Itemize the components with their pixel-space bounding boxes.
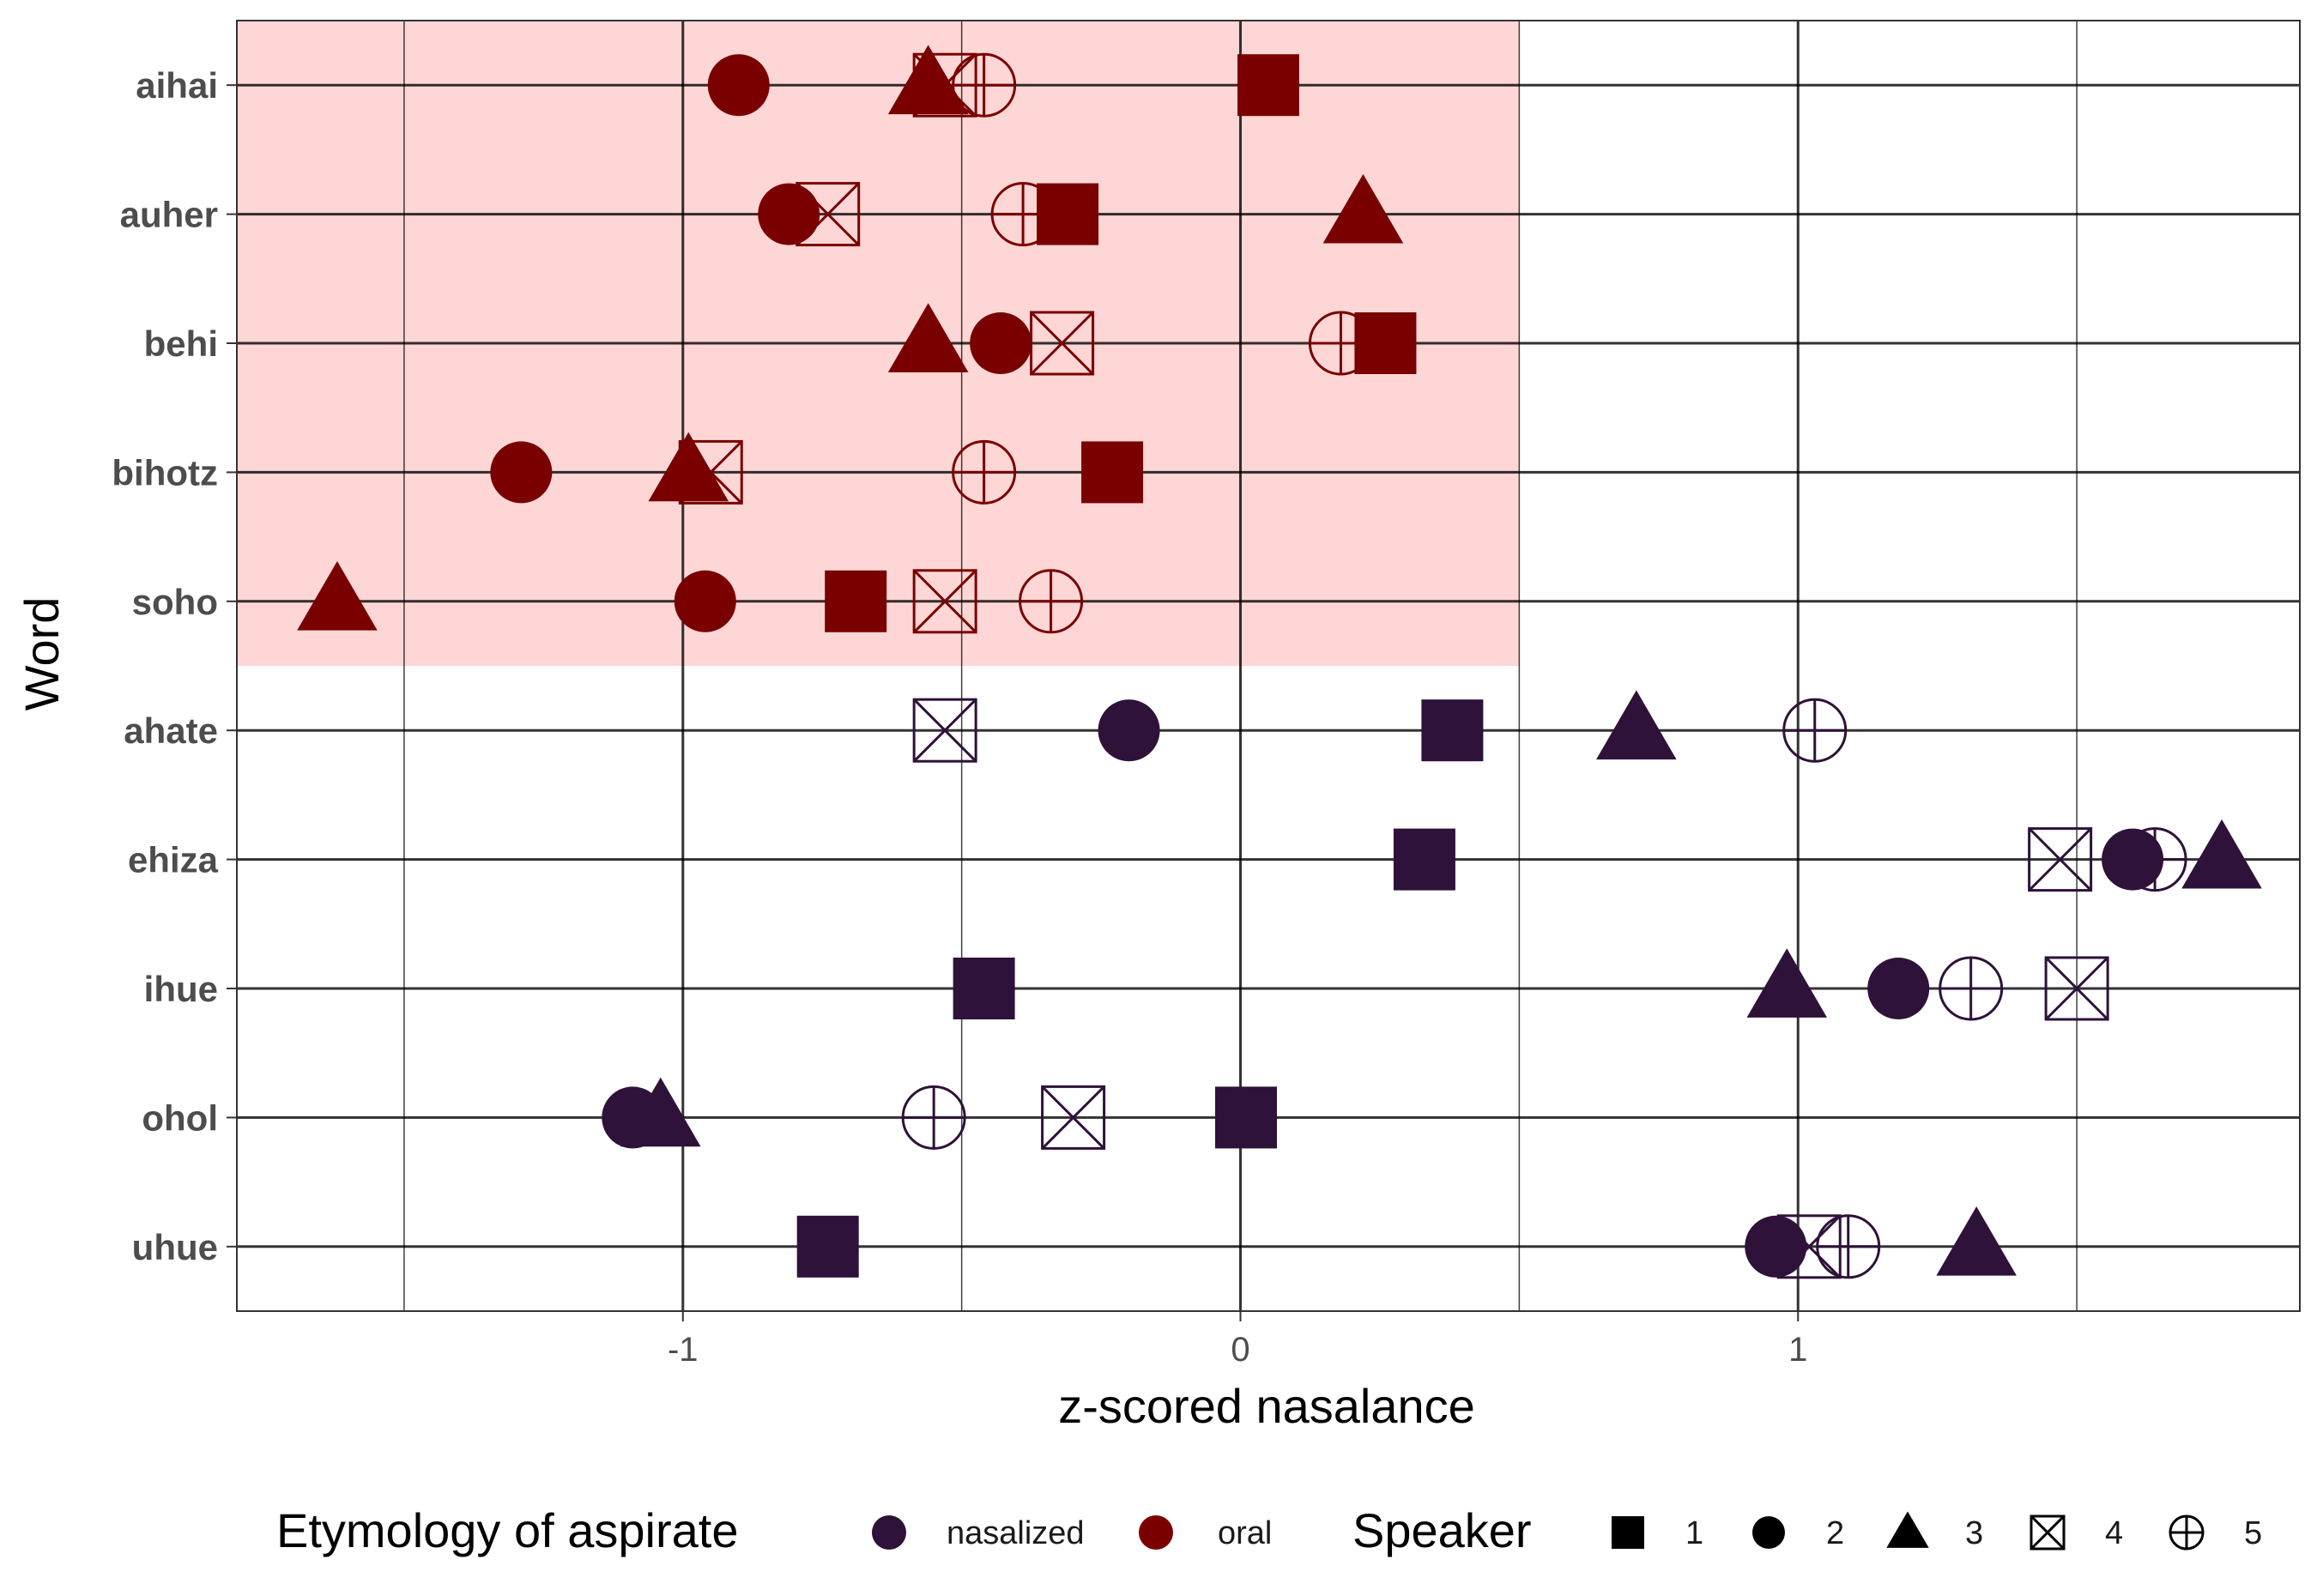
x-axis-title: z-scored nasalance: [1058, 1379, 1475, 1433]
color-legend-title: Etymology of aspirate: [276, 1503, 738, 1557]
series-ahate: [912, 690, 1848, 763]
x-tick-label: 0: [1231, 1331, 1249, 1369]
legend-label-speaker-5: 5: [2244, 1515, 2262, 1551]
point-auher-speaker-3: [1322, 173, 1404, 244]
series-ihue: [953, 948, 2109, 1021]
point-uhue-speaker-1: [796, 1215, 859, 1278]
x-tick-label: 1: [1788, 1331, 1807, 1369]
legend-label-speaker-1: 1: [1685, 1515, 1703, 1551]
legend-key-oral: [1139, 1515, 1173, 1550]
legend-shape-speaker-2: [1752, 1516, 1785, 1549]
axes-layer: aihai auher behi bihotz soho ahate ehiza ihue oh…: [112, 20, 2301, 1369]
series-aihai: [707, 45, 1299, 118]
y-tick-label-aihai: aihai: [136, 65, 218, 106]
point-soho-speaker-2: [674, 570, 736, 632]
legend-label-oral: oral: [1218, 1515, 1272, 1551]
series-auher: [758, 173, 1404, 247]
point-bihotz-speaker-2: [490, 441, 553, 504]
point-bihotz-speaker-5: [952, 439, 1017, 505]
legend-shape-speaker-4: [2030, 1514, 2066, 1551]
point-behi-speaker-1: [1354, 312, 1417, 374]
point-ihue-speaker-4: [2044, 956, 2109, 1021]
series-behi: [887, 303, 1417, 376]
point-soho-speaker-4: [912, 569, 977, 634]
point-ahate-speaker-2: [1098, 699, 1160, 762]
series-ohol: [602, 1077, 1278, 1150]
legend: Etymology of aspirate Speaker nasalized o…: [276, 1503, 2262, 1557]
point-ihue-speaker-3: [1746, 948, 1828, 1018]
legend-shape-speaker-3: [1886, 1511, 1929, 1548]
point-ohol-speaker-1: [1215, 1086, 1278, 1149]
y-tick-label-behi: behi: [144, 323, 218, 364]
point-soho-speaker-5: [1019, 569, 1084, 634]
point-ahate-speaker-4: [912, 698, 977, 763]
y-tick-label-ohol: ohol: [142, 1097, 218, 1138]
point-aihai-speaker-5: [952, 52, 1017, 118]
point-ohol-speaker-5: [901, 1085, 966, 1150]
point-auher-speaker-2: [758, 183, 820, 245]
series-soho: [297, 561, 1084, 634]
legend-key-nasalized: [872, 1515, 906, 1550]
point-ehiza-speaker-1: [1393, 828, 1455, 891]
legend-label-nasalized: nasalized: [947, 1515, 1085, 1551]
x-tick-label: -1: [668, 1331, 699, 1369]
panel-border: [236, 20, 2301, 1312]
y-tick-label-ehiza: ehiza: [128, 840, 219, 880]
y-tick-label-ahate: ahate: [124, 710, 218, 751]
point-ohol-speaker-2: [602, 1086, 664, 1149]
point-ahate-speaker-3: [1596, 690, 1677, 760]
point-ihue-speaker-5: [1939, 956, 2004, 1021]
series-bihotz: [490, 432, 1144, 505]
shape-legend-title: Speaker: [1352, 1503, 1532, 1557]
point-uhue-speaker-2: [1745, 1215, 1807, 1278]
point-ehiza-speaker-4: [2028, 827, 2093, 892]
y-tick-label-uhue: uhue: [132, 1227, 218, 1267]
legend-label-speaker-4: 4: [2105, 1515, 2123, 1551]
point-behi-speaker-2: [970, 312, 1032, 374]
point-uhue-speaker-3: [1936, 1206, 2017, 1276]
point-aihai-speaker-2: [707, 54, 770, 117]
point-ihue-speaker-1: [953, 958, 1015, 1019]
legend-label-speaker-3: 3: [1965, 1515, 1983, 1551]
point-aihai-speaker-1: [1237, 54, 1299, 117]
points-layer: [297, 45, 2262, 1279]
series-ehiza: [1393, 819, 2262, 892]
point-ihue-speaker-2: [1867, 958, 1930, 1019]
point-bihotz-speaker-3: [648, 432, 729, 502]
point-behi-speaker-3: [887, 303, 969, 372]
point-ehiza-speaker-2: [2102, 828, 2164, 891]
y-tick-label-auher: auher: [120, 195, 218, 235]
point-aihai-speaker-3: [887, 45, 969, 115]
y-tick-label-soho: soho: [132, 582, 218, 622]
point-ahate-speaker-5: [1782, 698, 1848, 763]
point-soho-speaker-3: [297, 561, 378, 631]
y-tick-label-bihotz: bihotz: [112, 452, 218, 493]
legend-label-speaker-2: 2: [1826, 1515, 1844, 1551]
point-soho-speaker-1: [825, 570, 887, 632]
y-axis-title: Word: [15, 597, 69, 711]
point-uhue-speaker-5: [1816, 1214, 1881, 1279]
series-uhue: [796, 1206, 2017, 1279]
point-ahate-speaker-1: [1421, 699, 1484, 762]
point-bihotz-speaker-1: [1081, 441, 1144, 504]
legend-shape-speaker-1: [1612, 1516, 1644, 1549]
legend-shape-speaker-5: [2169, 1514, 2205, 1551]
point-ohol-speaker-4: [1041, 1085, 1106, 1150]
point-ehiza-speaker-3: [2181, 819, 2262, 889]
y-tick-label-ihue: ihue: [144, 969, 218, 1009]
point-auher-speaker-1: [1037, 183, 1099, 245]
